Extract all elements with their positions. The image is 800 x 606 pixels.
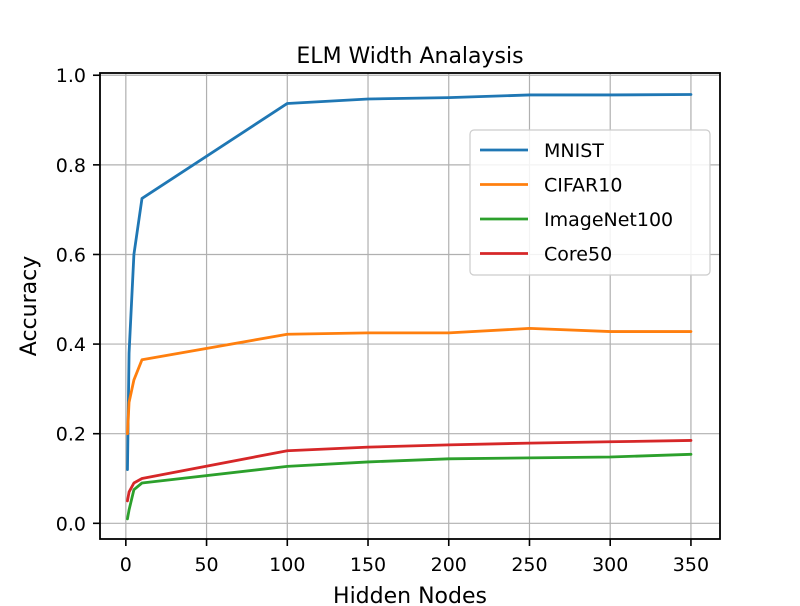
- series-line-cifar10: [126, 326, 693, 436]
- y-tick-label: 0.8: [56, 155, 86, 177]
- y-tick-label: 0.0: [56, 513, 86, 535]
- y-axis-label: Accuracy: [17, 256, 42, 356]
- x-tick-label: 300: [592, 554, 628, 576]
- y-tick-label: 0.2: [56, 424, 86, 446]
- x-axis-ticks: 0 50 100 150 200 250 300 350: [120, 539, 709, 576]
- legend-label: CIFAR10: [544, 175, 622, 197]
- chart-title: ELM Width Analaysis: [296, 44, 523, 69]
- y-axis-ticks: 0.0 0.2 0.4 0.6 0.8 1.0: [56, 65, 100, 535]
- series-line-core50: [126, 439, 693, 503]
- legend-label: Core50: [544, 244, 612, 266]
- legend: MNIST CIFAR10 ImageNet100 Core50: [469, 129, 711, 276]
- series-line-imagenet100: [126, 452, 693, 521]
- plot-frame: [99, 72, 721, 540]
- x-tick-label: 50: [194, 554, 218, 576]
- y-tick-label: 1.0: [56, 65, 86, 87]
- y-tick-label: 0.4: [56, 334, 86, 356]
- legend-label: MNIST: [544, 140, 604, 162]
- y-tick-label: 0.6: [56, 244, 86, 266]
- legend-box: [469, 129, 711, 276]
- x-tick-label: 350: [673, 554, 709, 576]
- series-line-mnist: [126, 93, 693, 471]
- x-tick-label: 250: [511, 554, 547, 576]
- x-axis-label: Hidden Nodes: [333, 584, 487, 606]
- x-tick-label: 100: [269, 554, 305, 576]
- x-tick-label: 0: [120, 554, 132, 576]
- x-tick-label: 150: [350, 554, 386, 576]
- legend-label: ImageNet100: [544, 209, 673, 231]
- x-tick-label: 200: [431, 554, 467, 576]
- series-lines: [126, 93, 693, 521]
